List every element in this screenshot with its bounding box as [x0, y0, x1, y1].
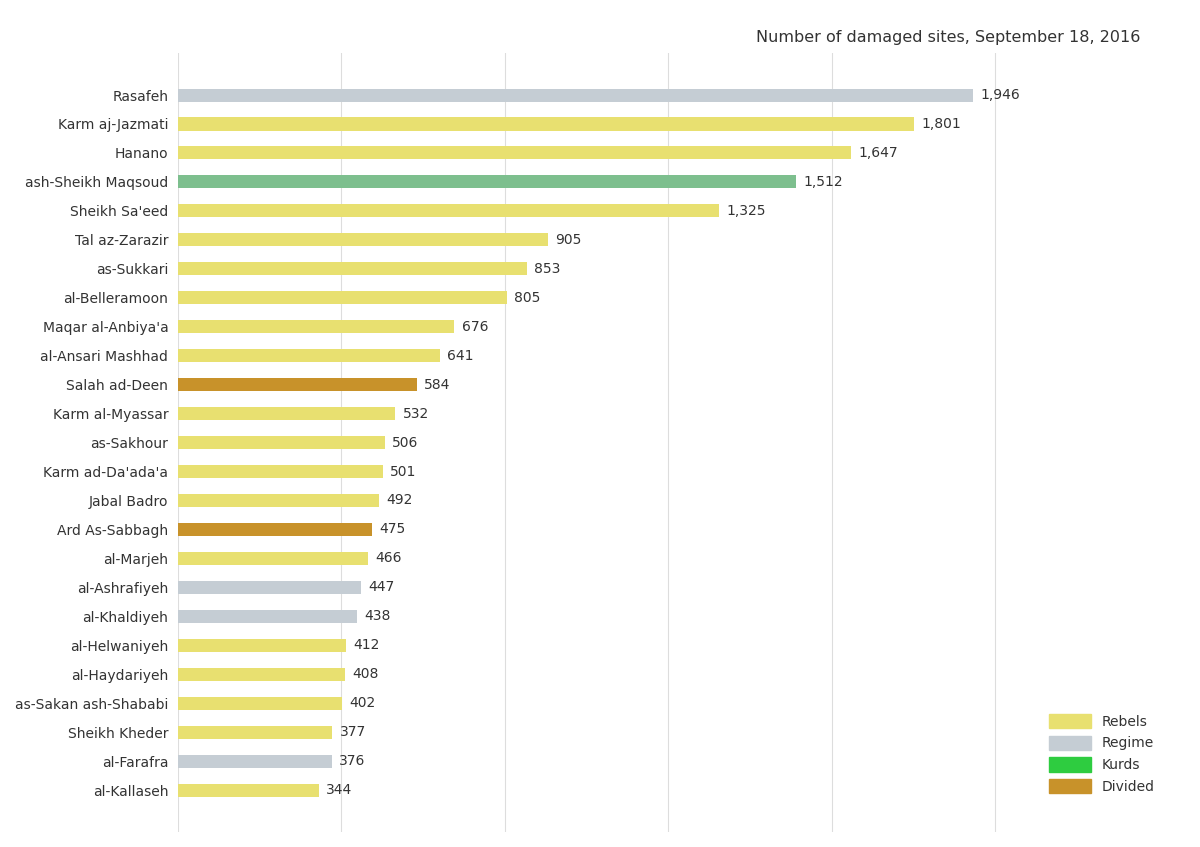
Bar — [178, 233, 547, 246]
Text: 438: 438 — [365, 609, 391, 623]
Bar — [178, 89, 973, 102]
Bar — [178, 320, 455, 333]
Text: 805: 805 — [515, 291, 541, 305]
Text: 447: 447 — [368, 580, 395, 595]
Bar — [178, 118, 913, 130]
Text: 402: 402 — [349, 696, 376, 710]
Legend: Rebels, Regime, Kurds, Divided: Rebels, Regime, Kurds, Divided — [1049, 714, 1154, 794]
Text: 1,647: 1,647 — [858, 146, 898, 160]
Bar — [178, 726, 332, 739]
Bar — [178, 465, 383, 478]
Text: 506: 506 — [392, 435, 419, 450]
Bar — [178, 147, 851, 159]
Bar — [178, 378, 416, 391]
Text: Number of damaged sites, September 18, 2016: Number of damaged sites, September 18, 2… — [756, 30, 1140, 45]
Text: 1,512: 1,512 — [803, 175, 842, 189]
Text: 466: 466 — [376, 551, 402, 566]
Bar — [178, 523, 372, 536]
Bar — [178, 436, 385, 449]
Bar — [178, 610, 358, 623]
Bar — [178, 263, 527, 275]
Text: 1,801: 1,801 — [922, 117, 961, 131]
Bar — [178, 349, 440, 363]
Bar — [178, 581, 361, 594]
Text: 853: 853 — [534, 262, 560, 276]
Bar — [178, 755, 331, 767]
Text: 584: 584 — [424, 378, 450, 391]
Text: 492: 492 — [386, 494, 413, 507]
Bar — [178, 204, 719, 218]
Text: 475: 475 — [379, 523, 406, 536]
Bar — [178, 175, 796, 188]
Bar — [178, 639, 347, 652]
Text: 501: 501 — [390, 464, 416, 479]
Text: 641: 641 — [448, 349, 474, 363]
Text: 376: 376 — [340, 754, 366, 768]
Text: 408: 408 — [352, 667, 378, 681]
Text: 532: 532 — [403, 407, 430, 421]
Text: 1,946: 1,946 — [980, 88, 1020, 102]
Bar — [178, 783, 319, 796]
Bar — [178, 552, 368, 565]
Text: 1,325: 1,325 — [727, 204, 766, 218]
Bar — [178, 291, 506, 304]
Bar — [178, 494, 379, 507]
Bar — [178, 697, 342, 710]
Text: 905: 905 — [556, 233, 582, 246]
Bar — [178, 407, 396, 420]
Bar — [178, 667, 344, 681]
Text: 377: 377 — [340, 725, 366, 739]
Text: 344: 344 — [326, 783, 353, 797]
Text: 676: 676 — [462, 319, 488, 334]
Text: 412: 412 — [354, 639, 380, 652]
